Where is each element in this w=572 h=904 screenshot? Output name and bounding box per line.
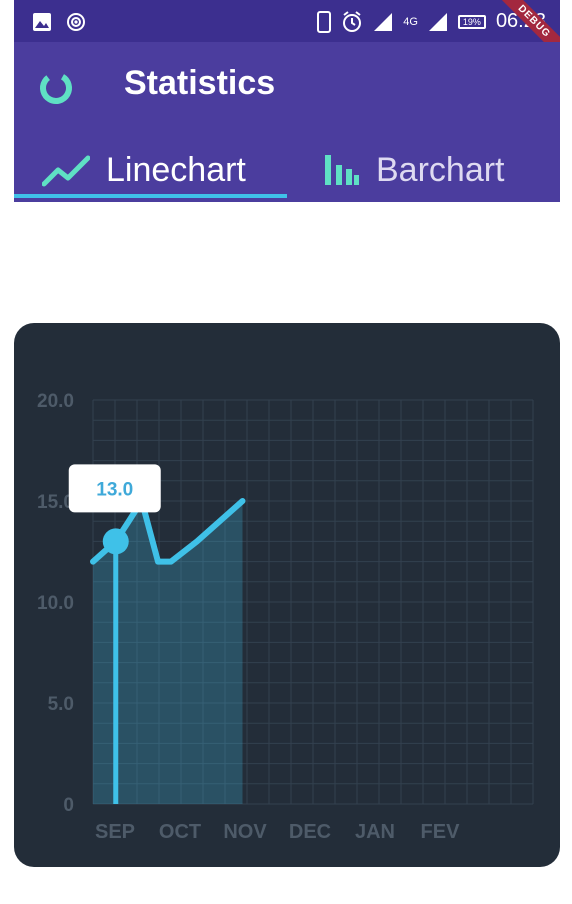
battery-icon: 19% [457, 14, 486, 29]
app-bar: Statistics Linechart Barchart [14, 42, 560, 202]
network-type: 4G [403, 15, 418, 28]
tooltip-label: 13.0 [96, 479, 133, 500]
image-notification-icon [33, 13, 51, 31]
tooltip-box [68, 464, 161, 513]
touch-indicator-dot [102, 528, 129, 555]
bar-chart-icon [325, 155, 359, 185]
signal-2-icon [428, 12, 447, 31]
line-chart[interactable]: 0 5.0 10.0 15.0 20.0 SEP OCT NOV DEC JAN FEV 13.0 [14, 323, 560, 867]
hotspot-icon [67, 13, 85, 31]
phone-screen: 4G 19% 06:23 DEBUG Statistics Linechart [14, 0, 560, 904]
y-tick-label: 5.0 [48, 694, 74, 715]
signal-icon [374, 12, 393, 31]
tab-barchart[interactable]: Barchart [324, 142, 505, 198]
y-tick-label: 15.0 [37, 492, 74, 513]
x-tick-label: SEP [95, 821, 135, 843]
tab-barchart-label: Barchart [376, 150, 505, 189]
x-tick-label: FEV [421, 821, 461, 843]
chart-card: 0 5.0 10.0 15.0 20.0 SEP OCT NOV DEC JAN FEV 13.0 [14, 323, 560, 867]
alarm-icon [343, 10, 362, 32]
x-tick-label: NOV [223, 821, 267, 843]
y-tick-label: 10.0 [37, 593, 74, 614]
x-tick-label: DEC [289, 821, 331, 843]
area-fill [93, 501, 243, 804]
y-tick-label: 20.0 [37, 391, 74, 412]
app-title: Statistics [124, 64, 276, 102]
x-tick-label: OCT [159, 821, 201, 843]
line-chart-icon [42, 155, 90, 187]
vibrate-icon [317, 10, 332, 33]
tab-indicator [14, 194, 287, 198]
donut-chart-logo-icon [40, 72, 72, 104]
x-tick-label: JAN [355, 821, 395, 843]
tab-linechart[interactable]: Linechart [42, 142, 246, 198]
tab-linechart-label: Linechart [106, 150, 246, 189]
y-tick-label: 0 [63, 795, 74, 816]
status-bar: 4G 19% 06:23 DEBUG [14, 0, 560, 70]
